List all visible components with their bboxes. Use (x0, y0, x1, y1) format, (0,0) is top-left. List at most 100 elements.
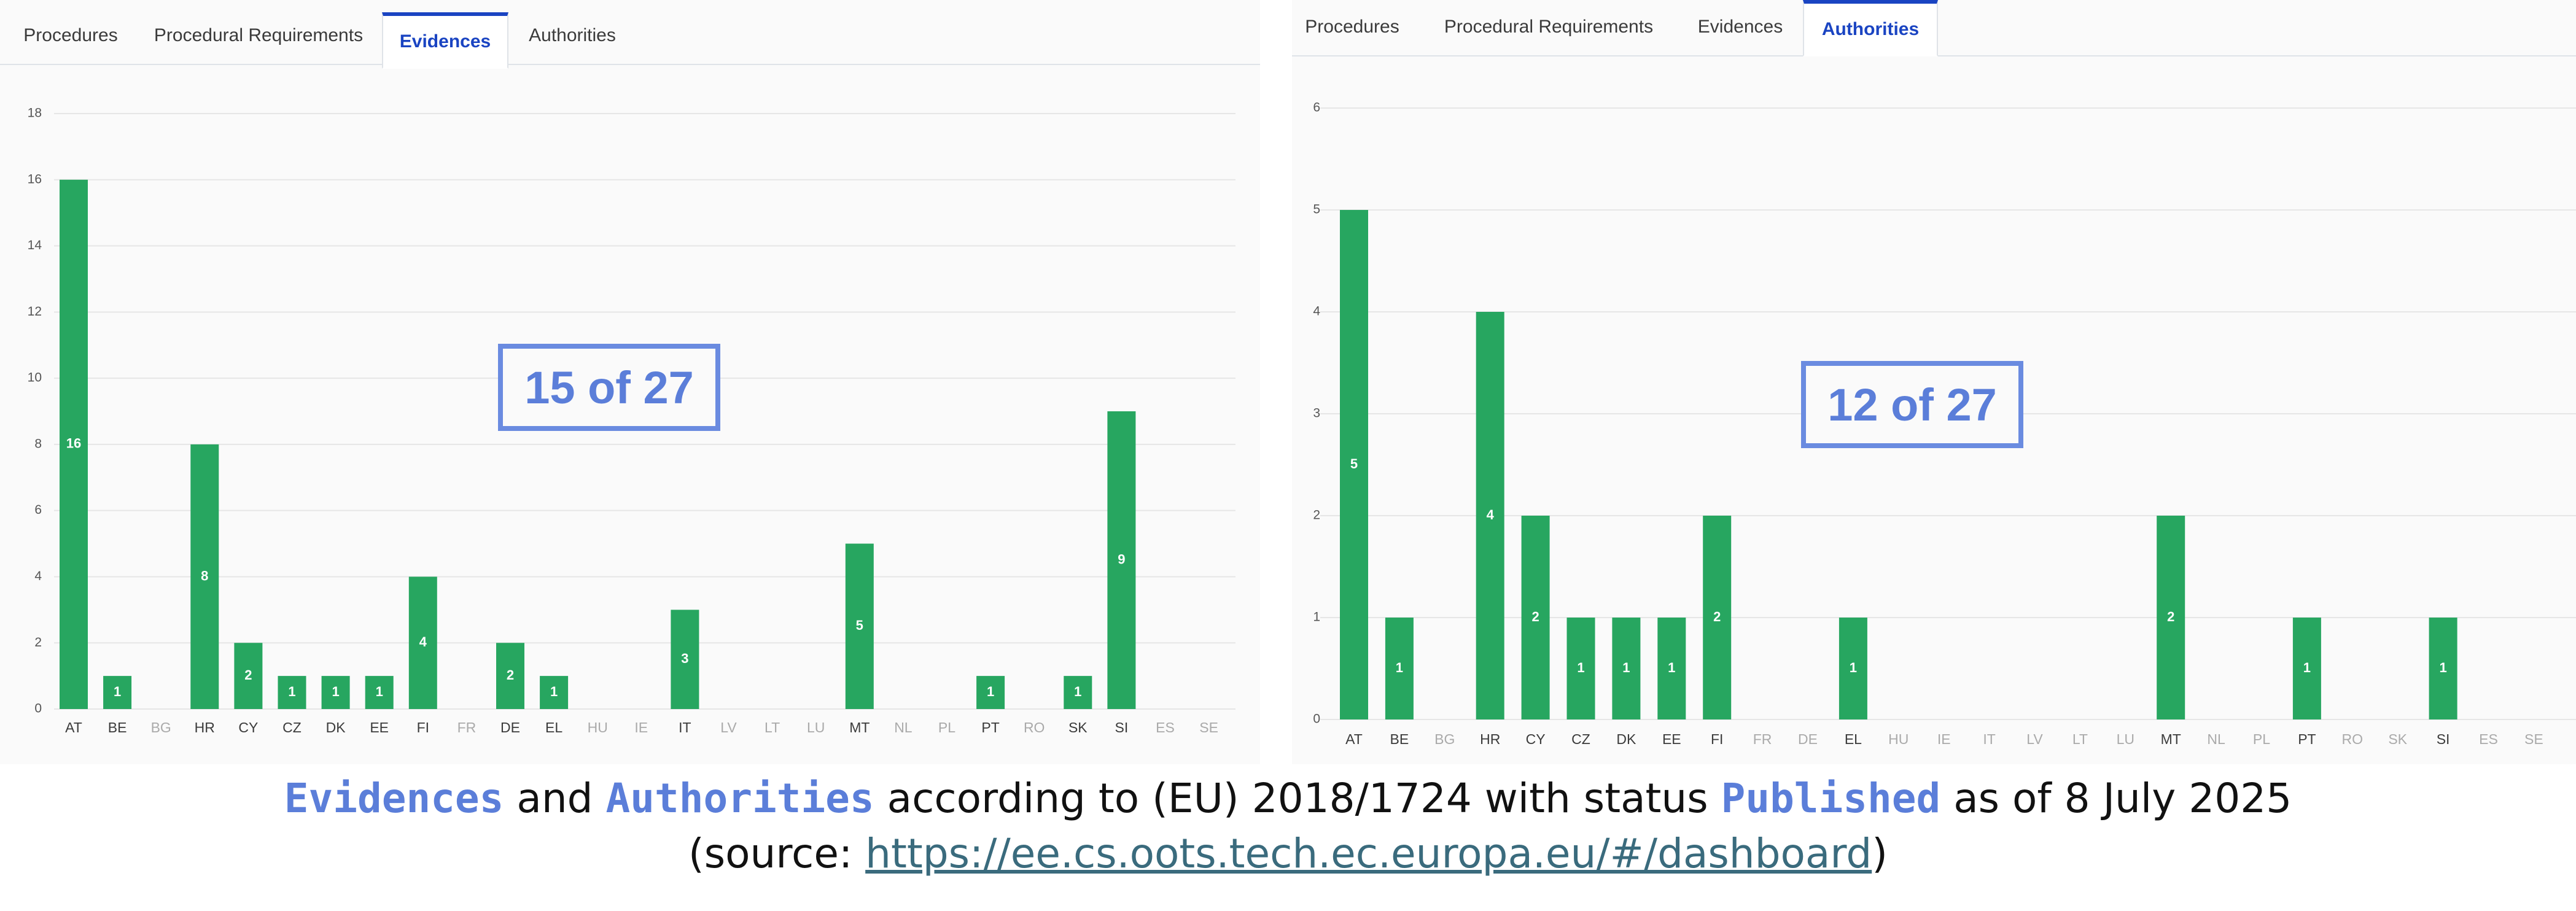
y-tick-label: 5 (1313, 203, 1320, 217)
x-tick-label-be: BE (1390, 731, 1409, 747)
tab-authorities[interactable]: Authorities (1803, 0, 1938, 56)
x-tick-label-si: SI (1115, 719, 1129, 735)
x-tick-label-it: IT (679, 719, 691, 735)
x-tick-label-de: DE (1798, 731, 1818, 747)
y-tick-label: 4 (34, 569, 42, 583)
bar-hr[interactable] (1476, 312, 1504, 719)
evidences-panel: Procedures Procedural Requirements Evide… (0, 0, 1260, 764)
x-tick-label-at: AT (1345, 731, 1363, 747)
bar-mt[interactable] (845, 543, 874, 709)
bar-value-label: 1 (2303, 660, 2311, 675)
bar-hr[interactable] (190, 444, 219, 709)
x-tick-label-pt: PT (981, 719, 999, 735)
bar-it[interactable] (671, 610, 699, 709)
tab-procedural-requirements[interactable]: Procedural Requirements (1444, 17, 1654, 37)
caption-published: Published (1721, 775, 1941, 822)
x-tick-label-bg: BG (151, 719, 171, 735)
bar-de[interactable] (496, 643, 524, 709)
tab-evidences[interactable]: Evidences (1697, 17, 1783, 37)
caption-and: and (516, 775, 593, 822)
y-tick-label: 8 (34, 436, 42, 451)
bar-value-label: 2 (244, 667, 252, 683)
x-tick-label-se: SE (2524, 731, 2543, 747)
tab-authorities[interactable]: Authorities (529, 25, 616, 45)
bar-value-label: 1 (332, 684, 339, 699)
bar-el[interactable] (540, 676, 569, 709)
caption-line-2: (source: https://ee.cs.oots.tech.ec.euro… (0, 830, 2576, 877)
bar-ee[interactable] (1657, 618, 1686, 719)
bar-cy[interactable] (1521, 516, 1550, 719)
caption-date: as of 8 July 2025 (1953, 775, 2292, 822)
bar-value-label: 16 (66, 436, 81, 451)
bar-value-label: 5 (856, 618, 863, 633)
bar-value-label: 1 (288, 684, 295, 699)
bar-ee[interactable] (365, 676, 394, 709)
bar-dk[interactable] (1612, 618, 1641, 719)
bar-value-label: 4 (419, 634, 427, 649)
caption-evidences: Evidences (284, 775, 504, 822)
bar-value-label: 9 (1118, 551, 1125, 567)
bar-fi[interactable] (1703, 516, 1732, 719)
x-tick-label-fi: FI (1711, 731, 1723, 747)
bar-value-label: 5 (1350, 456, 1358, 471)
bar-value-label: 1 (987, 684, 994, 699)
x-tick-label-ro: RO (1024, 719, 1045, 735)
bar-cz[interactable] (1566, 618, 1595, 719)
bar-dk[interactable] (321, 676, 350, 709)
y-tick-label: 6 (34, 503, 42, 517)
x-tick-label-lu: LU (2117, 731, 2134, 747)
bar-value-label: 1 (1850, 660, 1857, 675)
tab-evidences[interactable]: Evidences (382, 12, 508, 69)
bar-cy[interactable] (234, 643, 263, 709)
x-tick-label-cz: CZ (1571, 731, 1590, 747)
x-tick-label-si: SI (2437, 731, 2450, 747)
x-tick-label-el: EL (545, 719, 562, 735)
bar-si[interactable] (1107, 411, 1136, 709)
bar-pt[interactable] (2292, 618, 2321, 719)
evidences-count-badge: 15 of 27 (498, 344, 720, 431)
bar-value-label: 3 (681, 651, 688, 666)
x-tick-label-mt: MT (2161, 731, 2181, 747)
bar-mt[interactable] (2157, 516, 2185, 719)
bar-at[interactable] (60, 179, 88, 709)
y-tick-label: 16 (28, 172, 42, 186)
tab-procedural-requirements[interactable]: Procedural Requirements (154, 25, 364, 45)
bar-value-label: 2 (1713, 609, 1721, 624)
bar-si[interactable] (2429, 618, 2457, 719)
bar-value-label: 8 (201, 568, 208, 583)
x-tick-label-sk: SK (1068, 719, 1088, 735)
x-tick-label-el: EL (1845, 731, 1862, 747)
x-tick-label-pl: PL (2253, 731, 2270, 747)
x-tick-label-at: AT (65, 719, 82, 735)
tab-procedures[interactable]: Procedures (23, 25, 118, 45)
bar-el[interactable] (1839, 618, 1867, 719)
y-tick-label: 10 (28, 371, 42, 385)
x-tick-label-de: DE (500, 719, 520, 735)
y-tick-label: 4 (1313, 304, 1320, 319)
x-tick-label-cy: CY (238, 719, 258, 735)
x-tick-label-nl: NL (894, 719, 912, 735)
x-tick-label-lv: LV (2026, 731, 2043, 747)
x-tick-label-hu: HU (1888, 731, 1909, 747)
authorities-panel: Procedures Procedural Requirements Evide… (1292, 0, 2576, 764)
tab-procedures[interactable]: Procedures (1305, 17, 1399, 37)
source-prefix: (source: (688, 830, 866, 877)
bar-fi[interactable] (408, 576, 437, 709)
bar-pt[interactable] (976, 676, 1005, 709)
x-tick-label-ie: IE (1937, 731, 1951, 747)
x-tick-label-fr: FR (1753, 731, 1772, 747)
x-tick-label-cy: CY (1526, 731, 1546, 747)
y-tick-label: 3 (1313, 406, 1320, 421)
bar-value-label: 1 (114, 684, 121, 699)
caption-line-1: Evidences and Authorities according to (… (0, 775, 2576, 822)
bar-at[interactable] (1340, 210, 1368, 719)
authorities-bar-chart: 0 1 2 3 4 5 6 5 AT 1 BE BG 4 HR 2 CY 1 CZ 1 DK 1 EE 2 FI FR DE 1 EL… (1313, 101, 2576, 747)
bar-value-label: 1 (2439, 660, 2446, 675)
bar-sk[interactable] (1064, 676, 1092, 709)
bar-cz[interactable] (278, 676, 306, 709)
x-tick-label-cz: CZ (282, 719, 302, 735)
bar-value-label: 2 (2167, 609, 2174, 624)
source-link[interactable]: https://ee.cs.oots.tech.ec.europa.eu/#/d… (865, 830, 1872, 877)
bar-be[interactable] (103, 676, 132, 709)
bar-be[interactable] (1385, 618, 1414, 719)
